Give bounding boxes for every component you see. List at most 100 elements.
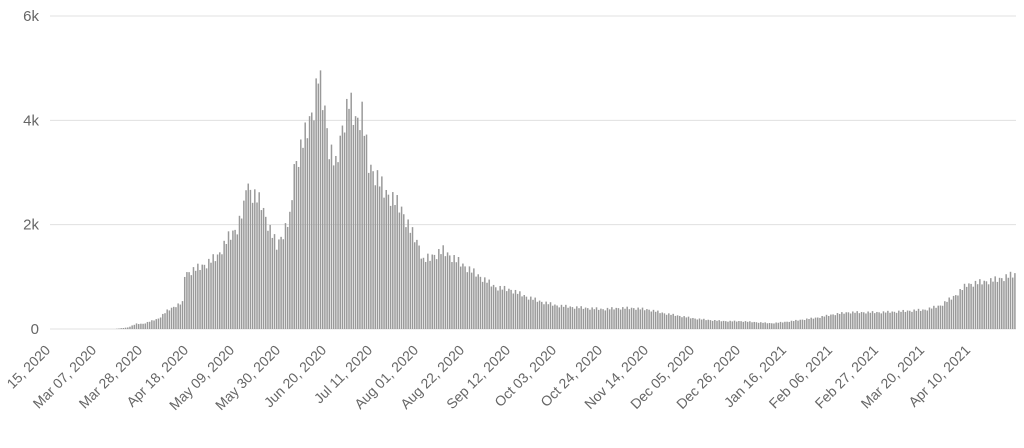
bar xyxy=(593,309,596,329)
bar xyxy=(374,185,377,329)
bar xyxy=(696,319,699,329)
bar xyxy=(431,254,433,329)
bar xyxy=(939,305,942,329)
bar xyxy=(1014,273,1016,329)
bar xyxy=(771,323,773,329)
bar xyxy=(871,311,874,329)
bar xyxy=(486,282,488,329)
bar xyxy=(203,264,206,329)
bar xyxy=(873,313,876,329)
bar xyxy=(365,134,368,329)
bar xyxy=(777,322,780,329)
bar xyxy=(757,322,760,329)
bar xyxy=(238,215,241,329)
bar xyxy=(589,309,591,329)
bar xyxy=(302,147,304,329)
bar xyxy=(606,307,609,329)
bar xyxy=(240,218,243,329)
bar xyxy=(543,304,545,329)
bar xyxy=(970,283,972,329)
bar xyxy=(720,321,723,329)
y-axis-ticks: 0 2k 4k 6k xyxy=(23,8,39,338)
bar xyxy=(190,275,193,329)
bar xyxy=(199,270,201,329)
bar xyxy=(497,290,499,329)
bar xyxy=(650,311,653,329)
bar xyxy=(245,190,247,329)
bar xyxy=(124,327,127,329)
bar xyxy=(565,304,567,329)
bar xyxy=(819,317,821,329)
bar xyxy=(194,270,197,329)
y-tick-label: 4k xyxy=(23,112,39,129)
bar xyxy=(919,310,922,329)
bar xyxy=(643,310,646,329)
bar xyxy=(626,306,628,329)
bar xyxy=(808,319,810,329)
bar xyxy=(856,311,858,329)
bar xyxy=(142,323,144,329)
bar xyxy=(624,308,626,329)
bar xyxy=(453,255,455,329)
bar xyxy=(661,312,663,329)
bar xyxy=(591,307,593,329)
bar xyxy=(429,260,431,329)
bar xyxy=(523,295,525,329)
bar xyxy=(530,296,532,329)
bar xyxy=(604,310,607,329)
bar xyxy=(433,254,436,329)
bar xyxy=(700,319,703,329)
bar xyxy=(251,202,254,329)
bar xyxy=(219,252,221,329)
bar xyxy=(473,268,475,329)
bar xyxy=(567,307,569,329)
bar xyxy=(764,322,766,329)
bar xyxy=(773,323,775,329)
bar xyxy=(968,283,970,329)
bar xyxy=(367,172,370,329)
bar xyxy=(814,317,817,329)
bar xyxy=(335,155,337,329)
bar xyxy=(965,286,968,329)
bar xyxy=(295,161,298,329)
bar xyxy=(273,234,276,329)
bar xyxy=(633,308,635,329)
bar xyxy=(821,316,823,329)
bar xyxy=(286,226,289,329)
bar xyxy=(637,307,639,329)
bar xyxy=(948,297,950,329)
bar xyxy=(755,322,758,329)
bar xyxy=(904,311,907,329)
bar xyxy=(313,120,315,329)
bar xyxy=(278,239,280,329)
bar xyxy=(527,299,530,329)
bar xyxy=(854,312,856,329)
bar xyxy=(641,307,644,329)
bar xyxy=(361,101,363,330)
y-tick-label: 0 xyxy=(31,321,39,338)
bar xyxy=(615,307,617,329)
bar xyxy=(841,312,843,329)
bar xyxy=(153,320,155,329)
bar xyxy=(847,312,850,329)
bar xyxy=(738,321,740,329)
bar xyxy=(617,308,620,329)
bar xyxy=(652,309,655,329)
bar xyxy=(346,98,348,329)
bar xyxy=(659,313,661,329)
bar xyxy=(466,272,469,329)
bar xyxy=(863,312,865,329)
bar xyxy=(409,232,412,329)
bar xyxy=(602,309,604,329)
bar xyxy=(457,256,460,329)
bar xyxy=(396,195,398,329)
bar xyxy=(315,78,317,330)
bar xyxy=(311,112,313,329)
bar xyxy=(628,309,631,329)
bar xyxy=(630,307,633,329)
bar xyxy=(243,200,245,329)
bar xyxy=(812,318,815,329)
bar xyxy=(941,305,944,329)
